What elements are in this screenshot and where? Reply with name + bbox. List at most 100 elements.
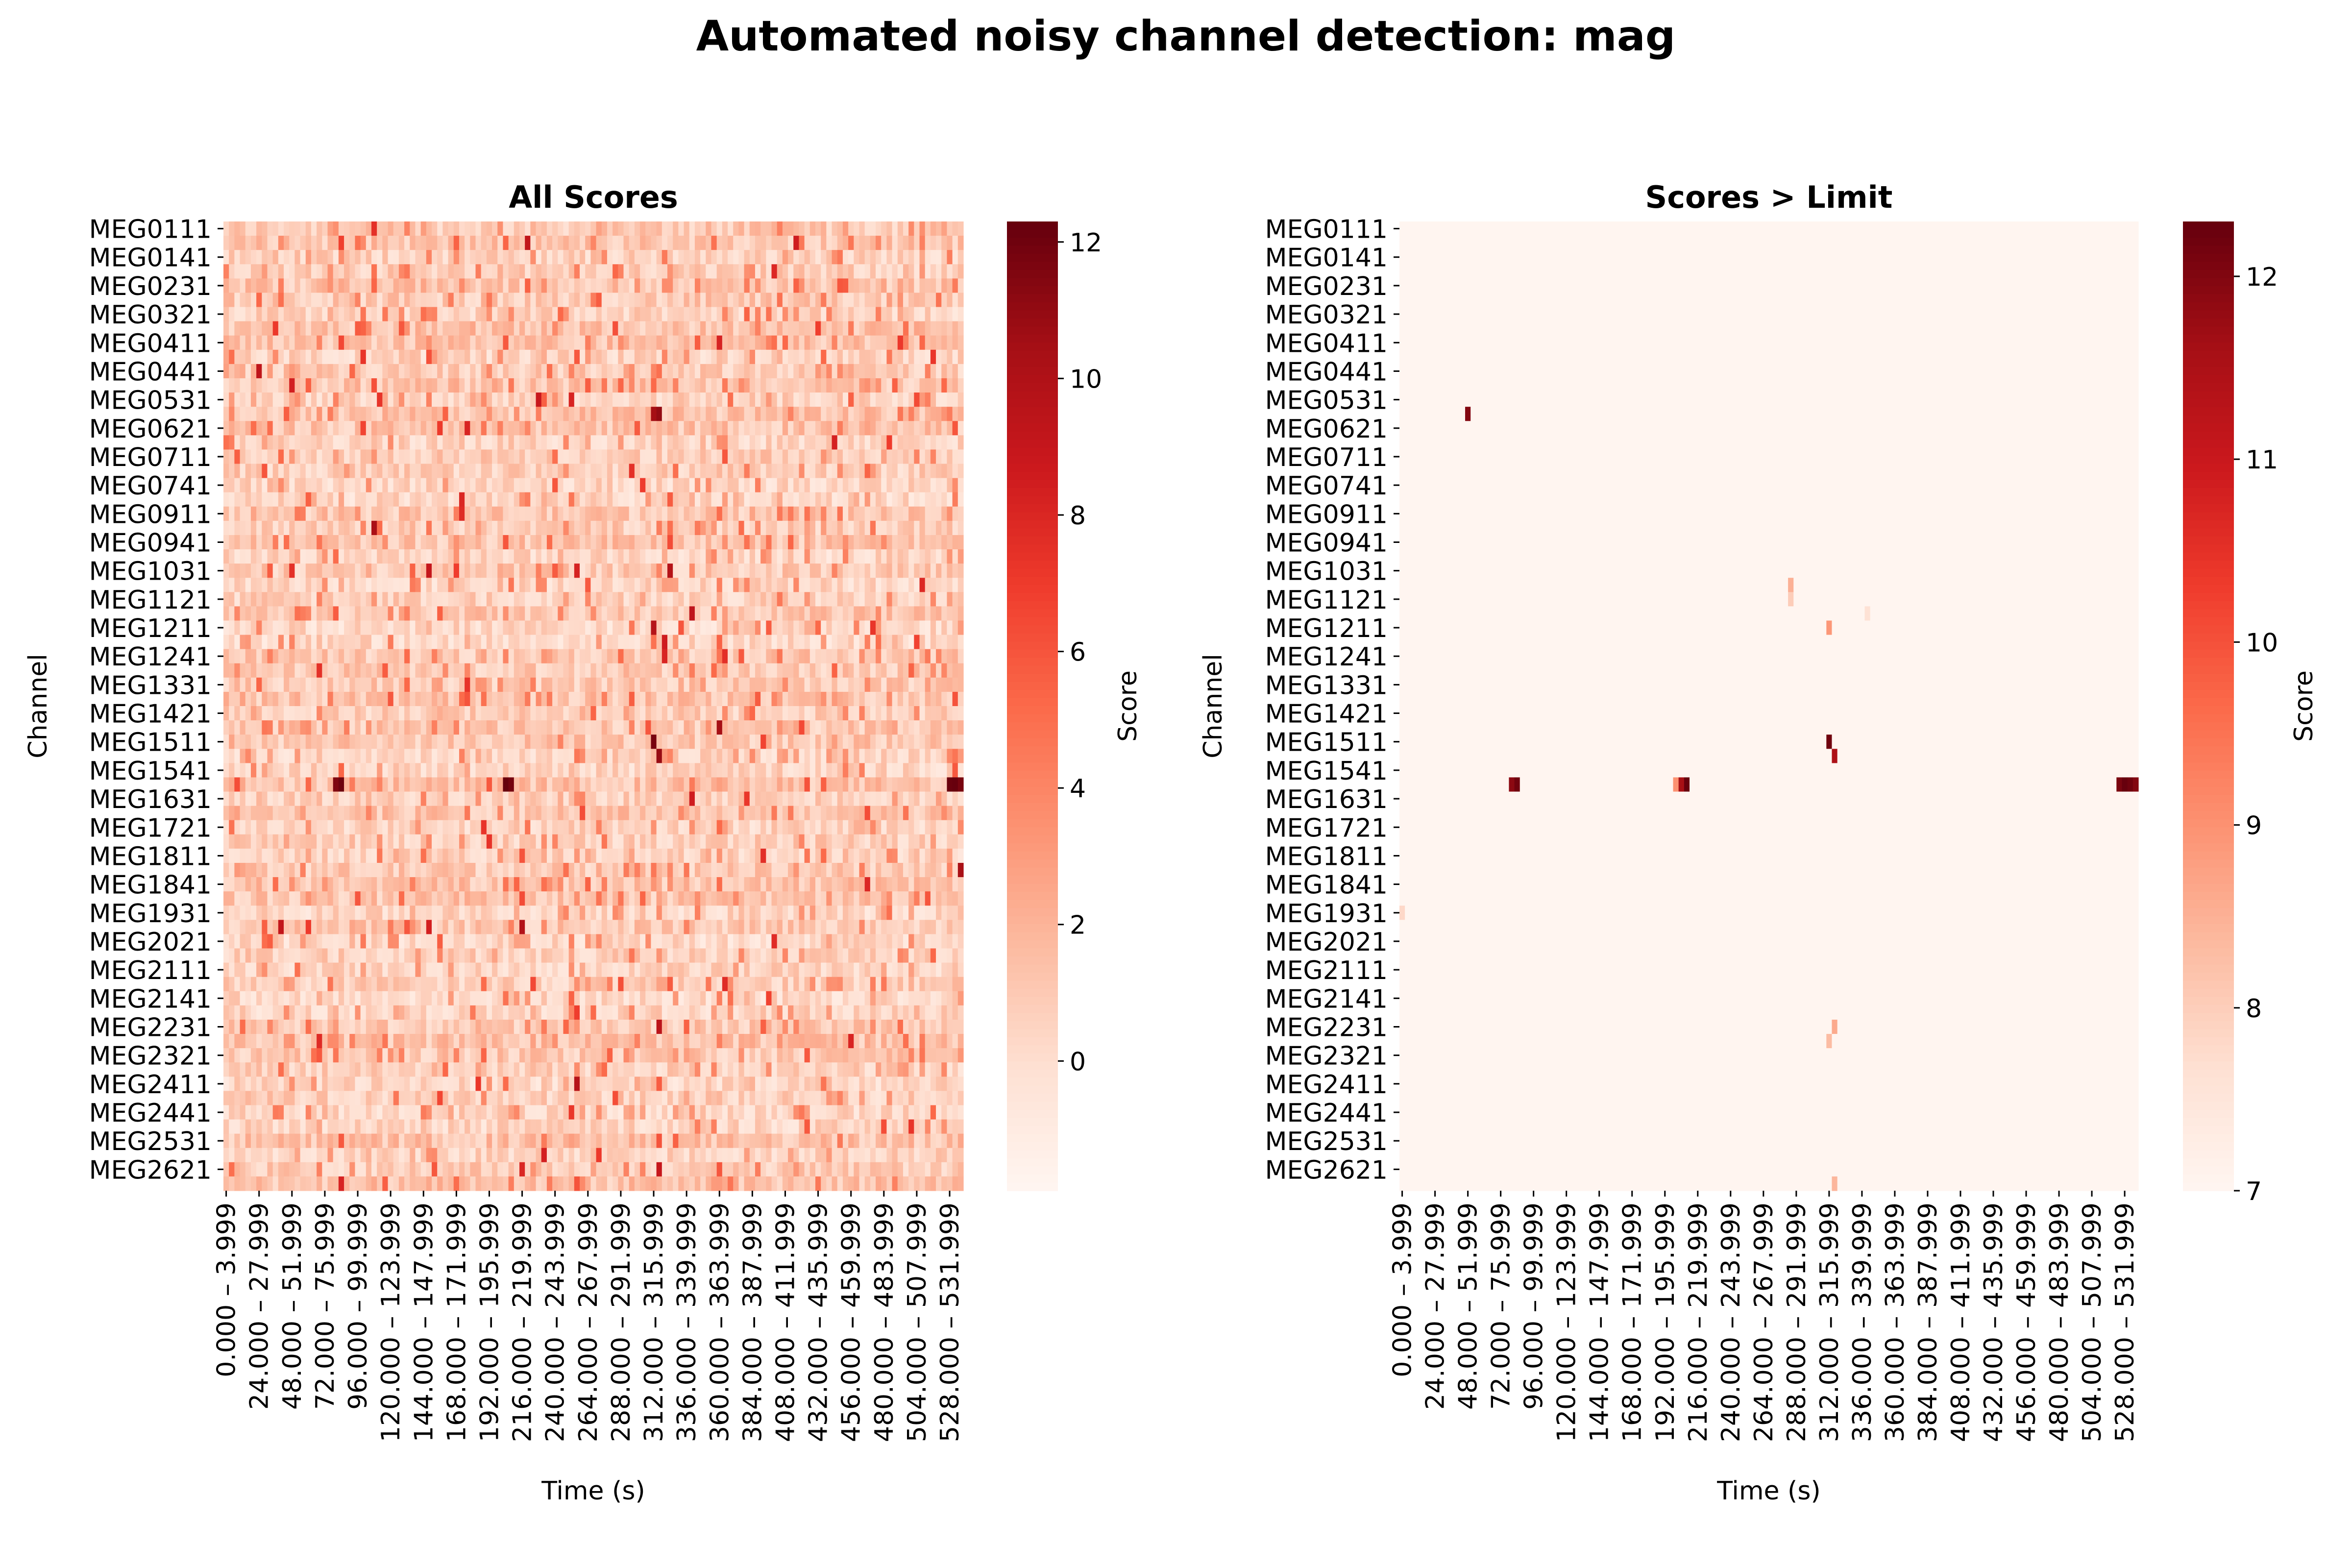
heatmap-cell <box>832 364 838 379</box>
heatmap-cell <box>590 250 597 265</box>
heatmap-cell <box>503 549 509 564</box>
heatmap-cell <box>333 236 339 250</box>
heatmap-cell <box>859 564 865 578</box>
heatmap-cell <box>629 221 635 236</box>
heatmap-cell <box>558 278 564 294</box>
heatmap-cell <box>415 392 421 407</box>
heatmap-cell <box>552 349 558 365</box>
heatmap-cell <box>684 236 690 250</box>
heatmap-cell <box>673 378 679 393</box>
heatmap-cell <box>245 335 251 350</box>
heatmap-cell <box>536 250 542 265</box>
heatmap-cell <box>612 706 618 721</box>
heatmap-cell <box>437 407 443 421</box>
heatmap-cell <box>366 620 372 636</box>
heatmap-cell <box>590 435 597 450</box>
heatmap-cell <box>684 321 690 336</box>
heatmap-cell <box>245 236 251 250</box>
heatmap-cell <box>360 564 367 578</box>
heatmap-cell <box>897 364 904 379</box>
heatmap-cell <box>908 335 914 350</box>
heatmap-cell <box>947 620 953 636</box>
heatmap-cell <box>250 349 257 365</box>
heatmap-cell <box>442 663 449 678</box>
heatmap-cell <box>475 620 482 636</box>
heatmap-cell <box>925 321 931 336</box>
heatmap-cell <box>327 706 334 721</box>
heatmap-cell <box>662 478 668 493</box>
heatmap-cell <box>465 735 470 749</box>
heatmap-cell <box>749 349 756 365</box>
heatmap-cell <box>760 549 766 564</box>
heatmap-cell <box>229 635 235 650</box>
heatmap-cell <box>388 478 394 493</box>
heatmap-cell <box>612 720 618 735</box>
heatmap-cell <box>947 464 953 479</box>
heatmap-cell <box>404 392 410 407</box>
heatmap-cell <box>585 250 591 265</box>
heatmap-cell <box>826 435 833 450</box>
heatmap-cell <box>470 236 476 250</box>
heatmap-cell <box>716 293 723 308</box>
heatmap-cell <box>673 592 679 607</box>
heatmap-cell <box>568 321 575 336</box>
heatmap-cell <box>804 720 810 735</box>
heatmap-cell <box>388 435 394 450</box>
heatmap-cell <box>470 407 476 421</box>
heatmap-cell <box>908 464 914 479</box>
heatmap-cell <box>355 278 361 294</box>
heatmap-cell <box>930 720 936 735</box>
heatmap-cell <box>344 578 350 592</box>
heatmap-cell <box>580 335 586 350</box>
heatmap-cell <box>546 449 553 465</box>
heatmap-cell <box>410 407 416 421</box>
heatmap-cell <box>804 549 810 564</box>
heatmap-cell <box>536 392 542 407</box>
heatmap-cell <box>333 506 339 521</box>
heatmap-cell <box>837 349 843 365</box>
heatmap-cell <box>240 620 246 636</box>
heatmap-cell <box>821 364 827 379</box>
heatmap-cell <box>420 478 427 493</box>
heatmap-cell <box>256 620 262 636</box>
heatmap-cell <box>700 592 706 607</box>
heatmap-cell <box>722 392 728 407</box>
heatmap-cell <box>728 492 734 507</box>
heatmap-cell <box>585 649 591 664</box>
heatmap-cell <box>360 706 367 721</box>
heatmap-cell <box>760 706 766 721</box>
heatmap-cell <box>662 578 668 592</box>
heatmap-cell <box>716 421 723 436</box>
heatmap-cell <box>245 464 251 479</box>
heatmap-cell <box>393 221 399 236</box>
heatmap-cell <box>612 421 618 436</box>
heatmap-cell <box>881 421 887 436</box>
heatmap-cell <box>475 535 482 550</box>
heatmap-cell <box>722 564 728 578</box>
heatmap-cell <box>382 407 389 421</box>
heatmap-cell <box>634 592 640 607</box>
heatmap-cell <box>651 264 657 279</box>
heatmap-cell <box>700 449 706 465</box>
heatmap-cell <box>240 250 246 265</box>
heatmap-cell <box>667 435 673 450</box>
heatmap-cell <box>618 520 624 536</box>
heatmap-cell <box>465 250 470 265</box>
heatmap-cell <box>393 592 399 607</box>
heatmap-cell <box>804 578 810 592</box>
heatmap-cell <box>366 392 372 407</box>
heatmap-cell <box>448 691 454 707</box>
heatmap-cell <box>284 578 290 592</box>
heatmap-cell <box>821 307 827 322</box>
heatmap-cell <box>371 706 377 721</box>
heatmap-cell <box>711 691 717 707</box>
heatmap-cell <box>749 564 756 578</box>
heatmap-cell <box>525 421 531 436</box>
heatmap-cell <box>536 620 542 636</box>
heatmap-cell <box>738 264 745 279</box>
heatmap-cell <box>262 578 268 592</box>
heatmap-cell <box>689 321 695 336</box>
heatmap-cell <box>601 592 608 607</box>
heatmap-cell <box>837 464 843 479</box>
heatmap-cell <box>640 735 646 749</box>
